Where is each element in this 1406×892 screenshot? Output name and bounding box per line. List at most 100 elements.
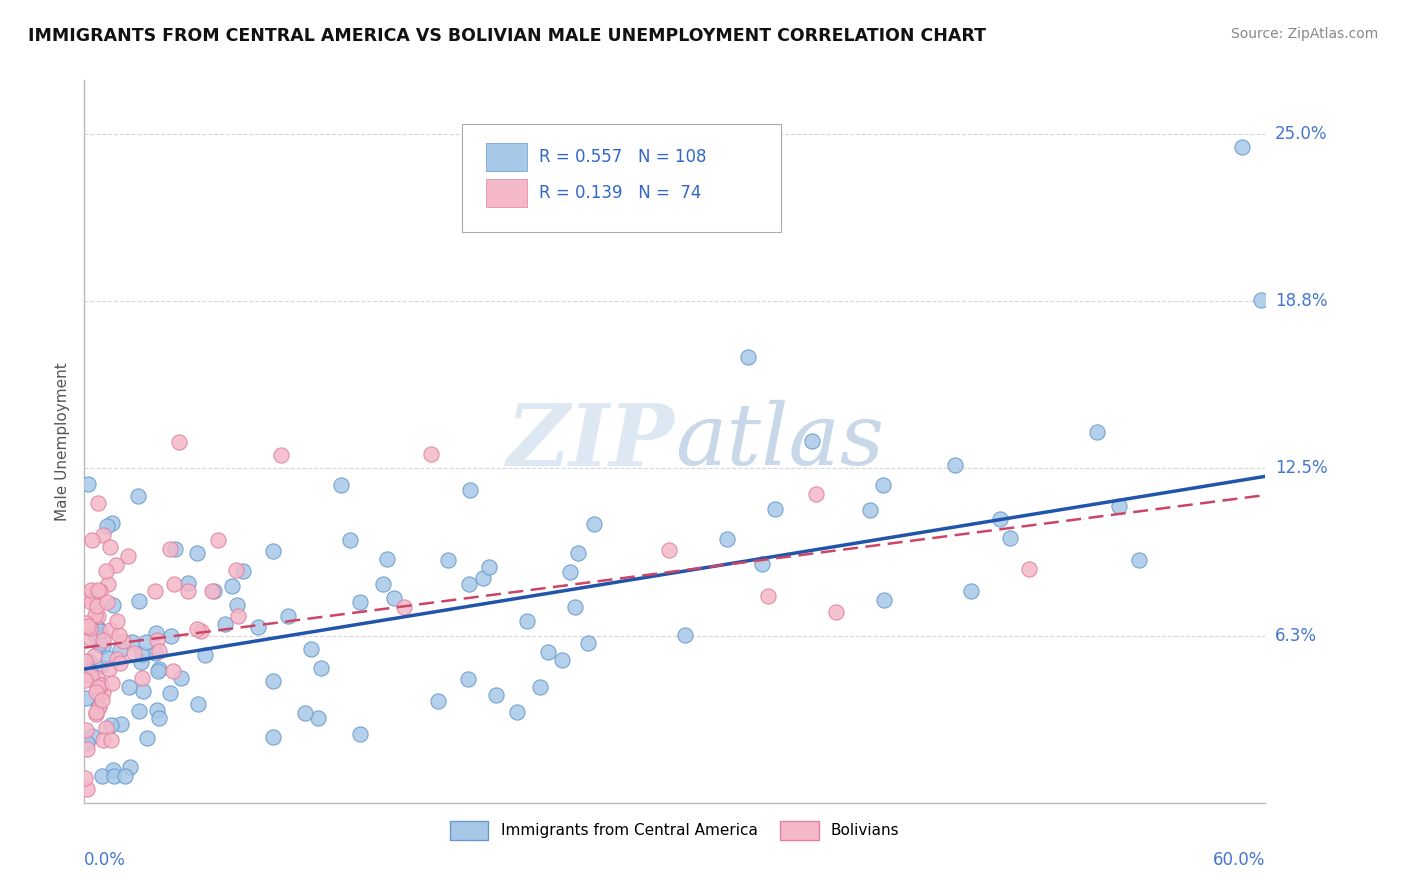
Point xyxy=(225,563,247,577)
Y-axis label: Male Unemployment: Male Unemployment xyxy=(55,362,70,521)
FancyBboxPatch shape xyxy=(486,179,527,207)
Point xyxy=(89,700,111,714)
Point xyxy=(75,723,97,738)
Point xyxy=(108,627,131,641)
Point xyxy=(349,726,371,740)
Text: IMMIGRANTS FROM CENTRAL AMERICA VS BOLIVIAN MALE UNEMPLOYMENT CORRELATION CHART: IMMIGRANTS FROM CENTRAL AMERICA VS BOLIV… xyxy=(28,27,986,45)
Point xyxy=(262,730,284,744)
Point xyxy=(804,487,827,501)
Point xyxy=(419,447,441,461)
Point xyxy=(339,533,361,547)
Point xyxy=(658,543,681,558)
Point xyxy=(751,557,773,571)
Point xyxy=(91,640,114,654)
Point xyxy=(86,608,108,623)
Point xyxy=(89,677,111,691)
Text: 6.3%: 6.3% xyxy=(1275,626,1317,645)
Point xyxy=(118,759,141,773)
Point xyxy=(73,771,96,785)
Point xyxy=(872,592,894,607)
Point xyxy=(484,688,506,702)
Point xyxy=(76,741,98,756)
Text: 60.0%: 60.0% xyxy=(1213,851,1265,869)
Point xyxy=(89,659,111,673)
Point xyxy=(458,483,481,497)
Point xyxy=(76,736,98,750)
Point xyxy=(457,577,479,591)
Point xyxy=(1250,293,1272,307)
Text: R = 0.557   N = 108: R = 0.557 N = 108 xyxy=(538,148,707,166)
Point xyxy=(506,705,529,719)
Point xyxy=(131,648,153,662)
Point xyxy=(86,621,108,635)
Point xyxy=(148,643,170,657)
Point xyxy=(145,703,167,717)
Point xyxy=(75,589,97,603)
Point xyxy=(560,566,582,580)
Point xyxy=(86,671,108,685)
Point xyxy=(214,616,236,631)
Point xyxy=(114,769,136,783)
Point xyxy=(100,516,122,531)
Point xyxy=(457,673,479,687)
Point xyxy=(75,691,97,706)
Point xyxy=(76,782,98,797)
Point xyxy=(135,635,157,649)
Point xyxy=(128,594,150,608)
Point xyxy=(825,605,848,619)
Point xyxy=(84,685,107,699)
Point xyxy=(1128,553,1150,567)
Text: ZIP: ZIP xyxy=(508,400,675,483)
Point xyxy=(111,634,134,648)
Point xyxy=(270,448,292,462)
Point xyxy=(200,584,222,599)
Point xyxy=(564,600,586,615)
Point xyxy=(277,609,299,624)
Point xyxy=(582,517,605,532)
Point xyxy=(190,624,212,638)
Point xyxy=(186,622,208,636)
Point xyxy=(83,649,105,664)
Point xyxy=(105,614,128,628)
Point xyxy=(146,633,169,648)
Point xyxy=(100,717,122,731)
Point xyxy=(959,584,981,599)
Point xyxy=(96,595,118,609)
Point xyxy=(110,643,132,657)
Point xyxy=(232,564,254,578)
Point xyxy=(763,502,786,516)
Point xyxy=(93,632,115,647)
Point xyxy=(262,673,284,688)
Point xyxy=(194,648,217,662)
Point xyxy=(382,591,405,605)
Point xyxy=(90,678,112,692)
Point xyxy=(84,705,107,719)
Point xyxy=(437,553,460,567)
Point xyxy=(177,583,200,598)
Point xyxy=(186,546,208,560)
Point xyxy=(89,624,111,638)
Point xyxy=(77,654,100,668)
Point xyxy=(148,662,170,676)
Point xyxy=(716,532,738,546)
Point xyxy=(299,641,322,656)
Point xyxy=(80,595,103,609)
Point xyxy=(159,686,181,700)
Point xyxy=(478,560,501,574)
Point xyxy=(800,434,823,449)
Point xyxy=(177,576,200,591)
Point xyxy=(127,489,149,503)
Point xyxy=(103,769,125,783)
Point xyxy=(551,653,574,667)
Point xyxy=(129,655,152,669)
Point xyxy=(159,629,181,643)
Point xyxy=(143,584,166,599)
Point xyxy=(107,652,129,666)
Point xyxy=(98,624,121,638)
Point xyxy=(1230,140,1253,154)
Point xyxy=(472,571,495,585)
Point xyxy=(1018,561,1040,575)
Point xyxy=(101,764,124,778)
Point xyxy=(79,621,101,635)
Point xyxy=(87,637,110,651)
